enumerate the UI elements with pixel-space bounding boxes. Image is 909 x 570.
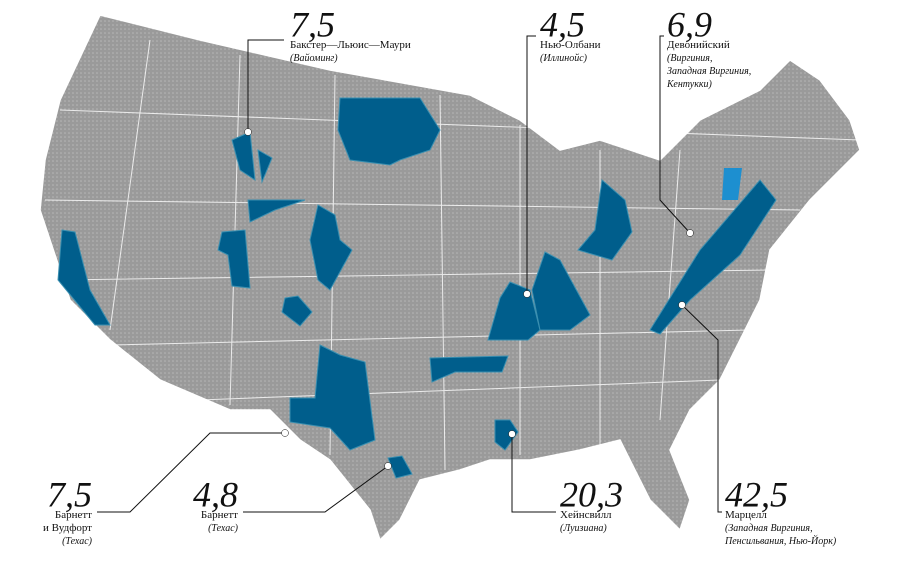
annotation-region: (Виргиния, [667, 53, 712, 64]
annotation-value: 4,5 [540, 4, 585, 44]
shale-play [387, 455, 413, 479]
shale-play [722, 168, 742, 200]
annotation-region: (Луизиана) [560, 523, 607, 534]
marker-dot [508, 430, 516, 438]
shale-play [231, 131, 273, 184]
shale-play [289, 344, 376, 451]
leader-line [243, 465, 389, 513]
marker-dot [686, 229, 694, 237]
leader-line [681, 304, 722, 513]
annotation-region: Пенсильвания, Нью-Йорк) [724, 535, 837, 547]
annotation-name: Барнетт [201, 509, 238, 521]
shale-plays [57, 97, 777, 479]
annotation-value: 42,5 [725, 474, 788, 514]
annotation-region: Кентукки) [666, 79, 713, 90]
shale-play [281, 295, 313, 327]
annotation-value: 7,5 [290, 4, 335, 44]
shale-play [57, 229, 111, 326]
marker-dot [678, 301, 686, 309]
annotation-name: и Вудфорт [43, 522, 92, 534]
annotation-region: Западная Виргиния, [667, 66, 751, 77]
leader-line [97, 432, 285, 513]
us-outline [39, 14, 861, 542]
annotation-region: (Иллинойс) [540, 53, 588, 64]
annotation-region: (Вайоминг) [290, 53, 338, 64]
shale-play [429, 355, 509, 383]
annotation-value: 7,5 [47, 474, 92, 514]
marker-dot [384, 462, 392, 470]
annotation-region: (Западная Виргиния, [725, 523, 813, 534]
annotation-name: Бакстер—Льюис—Маури [290, 39, 411, 51]
annotation-region: (Техас) [62, 536, 93, 547]
annotation-value: 6,9 [667, 4, 712, 44]
leader-line [247, 39, 284, 132]
annotation-name: Барнетт [55, 509, 92, 521]
marker-dot [281, 429, 289, 437]
annotation-value: 20,3 [560, 474, 623, 514]
shale-play [649, 179, 777, 335]
leader-line [526, 35, 536, 294]
shale-play [577, 179, 633, 261]
shale-play [531, 251, 591, 331]
annotation-name: Хейнсвилл [560, 509, 612, 521]
annotation-name: Девонийский [667, 39, 730, 51]
annotation-value: 4,8 [193, 474, 238, 514]
shale-play [217, 229, 251, 289]
annotation-region: (Техас) [208, 523, 239, 534]
marker-dot [523, 290, 531, 298]
shale-play [247, 199, 306, 223]
marker-dot [244, 128, 252, 136]
shale-play [337, 97, 441, 166]
shale-play [309, 204, 353, 291]
leader-line [511, 434, 556, 513]
annotation-name: Нью-Олбани [540, 39, 601, 51]
annotation-name: Марцелл [725, 509, 767, 521]
leader-line [659, 35, 691, 234]
